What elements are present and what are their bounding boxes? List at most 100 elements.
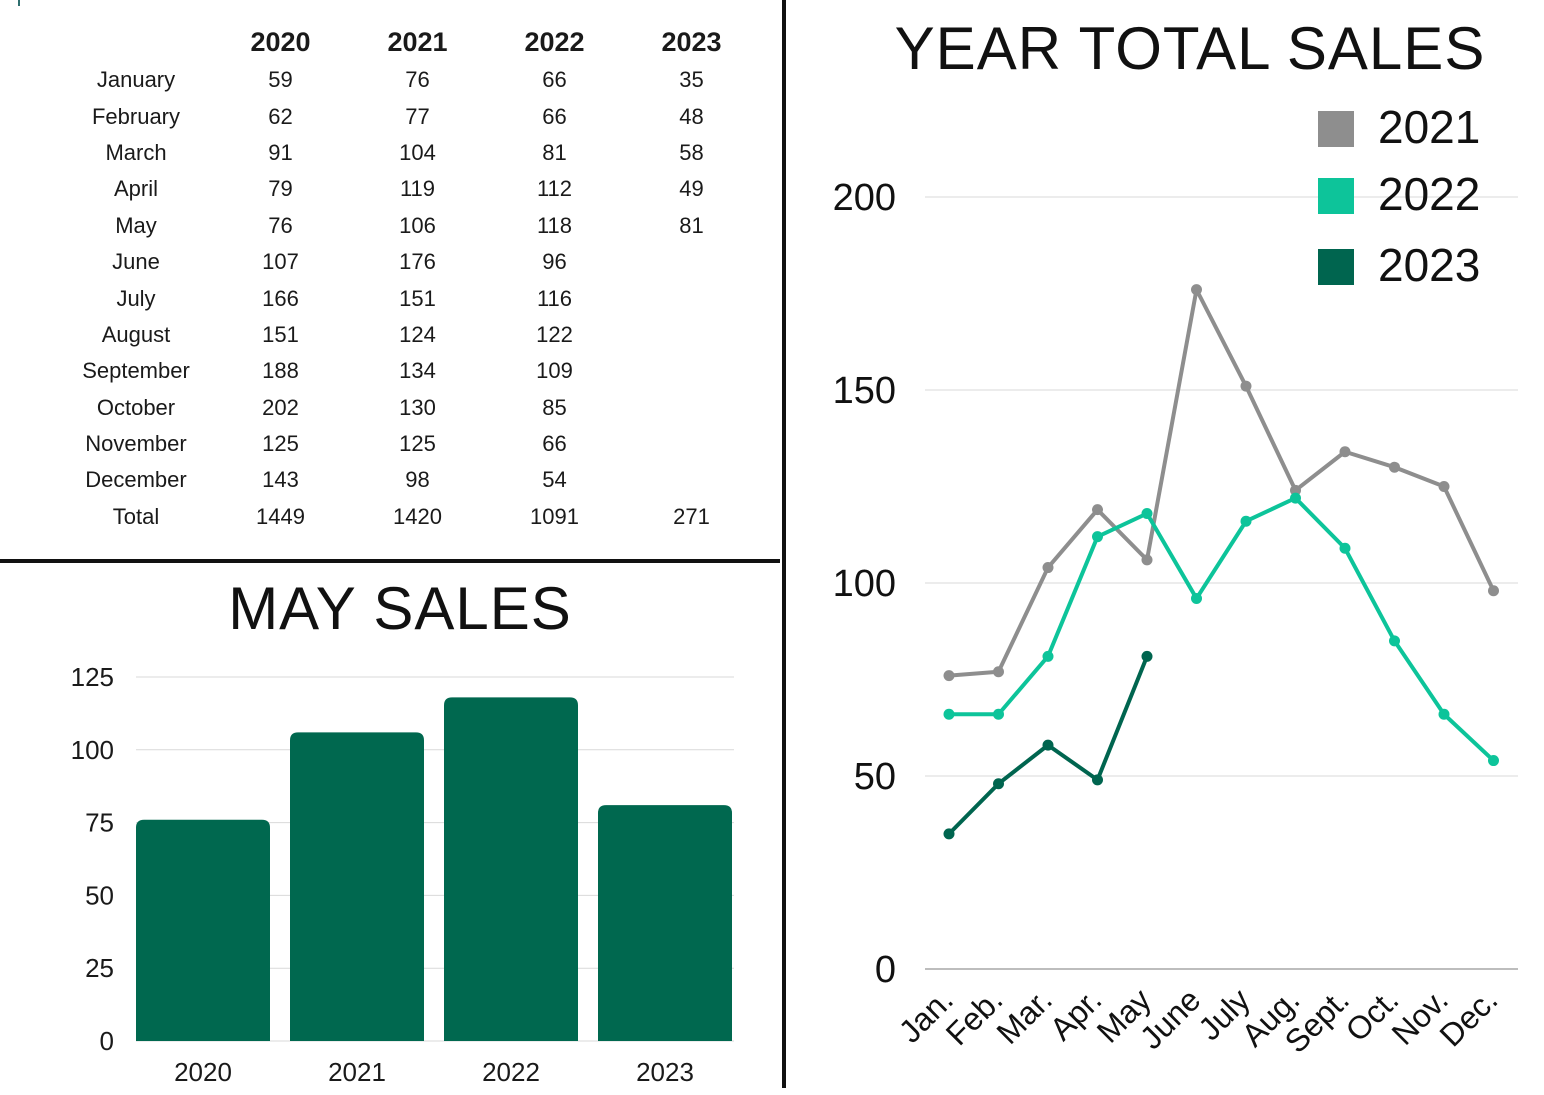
point-2023-Apr. xyxy=(1092,774,1103,786)
bar-2022 xyxy=(444,697,578,1041)
value-cell: 76 xyxy=(268,212,293,238)
table-body: January 59 76 66 35 February 62 77 66 48 March 91 10… xyxy=(60,62,760,535)
bar-x-tick-label: 2020 xyxy=(174,1057,232,1087)
value-cell: 109 xyxy=(536,358,573,384)
corner-tick-mark xyxy=(18,0,20,6)
value-cell: 85 xyxy=(542,394,567,420)
table-row: May 76 106 118 81 xyxy=(60,208,760,244)
month-cell: June xyxy=(112,249,160,275)
value-cell: 118 xyxy=(536,212,573,238)
legend-label-2022: 2022 xyxy=(1378,168,1481,220)
point-2022-Apr. xyxy=(1092,531,1103,543)
table-row: April 79 119 112 49 xyxy=(60,171,760,207)
point-2022-Jan. xyxy=(943,708,955,720)
month-cell: July xyxy=(116,285,156,311)
line-y-tick-label: 0 xyxy=(875,949,896,991)
table-row: March 91 104 81 58 xyxy=(60,135,760,171)
point-2023-Jan. xyxy=(943,828,955,840)
bar-y-tick-label: 50 xyxy=(85,880,114,910)
value-cell: 151 xyxy=(262,321,299,347)
value-cell: 122 xyxy=(536,321,573,347)
value-cell: 76 xyxy=(405,67,430,93)
month-cell: October xyxy=(96,394,176,420)
line-y-tick-label: 150 xyxy=(833,370,896,412)
table-row: September 188 134 109 xyxy=(60,353,760,389)
value-cell: 125 xyxy=(399,431,436,457)
value-cell: 271 xyxy=(673,503,710,529)
month-cell: May xyxy=(115,212,157,238)
point-2021-Nov. xyxy=(1438,481,1450,492)
may-sales-title: MAY SALES xyxy=(228,575,572,642)
month-cell: April xyxy=(113,176,158,202)
table-row: Total 1449 1420 1091 271 xyxy=(60,499,760,535)
value-cell: 66 xyxy=(542,103,567,129)
point-2023-Mar. xyxy=(1042,739,1054,751)
value-cell: 104 xyxy=(399,139,436,165)
value-cell: 124 xyxy=(399,321,436,347)
value-cell: 66 xyxy=(542,67,567,93)
month-cell: September xyxy=(82,358,190,384)
value-cell: 81 xyxy=(542,139,567,165)
header-cell: 2020 xyxy=(250,26,311,57)
legend-label-2021: 2021 xyxy=(1378,101,1481,153)
bar-x-tick-label: 2022 xyxy=(482,1057,540,1087)
value-cell: 49 xyxy=(679,176,704,202)
point-2023-Feb. xyxy=(993,778,1004,790)
table-row: November 125 125 66 xyxy=(60,426,760,462)
point-2022-Oct. xyxy=(1389,635,1400,647)
table-row: January 59 76 66 35 xyxy=(60,62,760,98)
value-cell: 134 xyxy=(399,358,436,384)
value-cell: 77 xyxy=(405,103,430,129)
value-cell: 1091 xyxy=(530,503,579,529)
month-cell: August xyxy=(101,321,171,347)
value-cell: 143 xyxy=(262,467,299,493)
value-cell: 119 xyxy=(399,176,436,202)
value-cell: 176 xyxy=(399,249,436,275)
legend-swatch-2022 xyxy=(1318,178,1354,214)
bar-y-tick-label: 125 xyxy=(71,662,114,692)
value-cell: 35 xyxy=(679,67,704,93)
bar-2020 xyxy=(136,819,270,1041)
line-y-tick-label: 50 xyxy=(854,756,896,798)
point-2023-May xyxy=(1141,650,1153,662)
table-row: October 202 130 85 xyxy=(60,390,760,426)
value-cell: 1449 xyxy=(256,503,305,529)
value-cell: 151 xyxy=(399,285,436,311)
line-y-tick-label: 100 xyxy=(833,563,896,605)
point-2022-Mar. xyxy=(1042,650,1054,662)
table-header-row: 2020 2021 2022 2023 xyxy=(60,22,760,62)
month-cell: February xyxy=(91,103,181,129)
header-cell: 2021 xyxy=(387,26,448,57)
header-cell: 2022 xyxy=(524,26,585,57)
bar-y-tick-label: 25 xyxy=(85,953,114,983)
month-cell: January xyxy=(96,67,176,93)
value-cell: 106 xyxy=(399,212,436,238)
point-2021-Feb. xyxy=(993,666,1004,678)
value-cell: 188 xyxy=(262,358,299,384)
value-cell: 116 xyxy=(536,285,573,311)
line-y-tick-label: 200 xyxy=(833,177,896,219)
series-line-2021 xyxy=(948,287,1496,678)
legend-label-2023: 2023 xyxy=(1378,239,1481,291)
value-cell: 107 xyxy=(262,249,299,275)
point-2021-Oct. xyxy=(1389,461,1400,473)
value-cell: 91 xyxy=(268,139,293,165)
point-2021-Dec. xyxy=(1488,585,1499,597)
point-2021-Sept. xyxy=(1339,446,1351,458)
value-cell: 62 xyxy=(268,103,293,129)
line-x-tick-label: Dec. xyxy=(1432,981,1504,1053)
point-2021-Mar. xyxy=(1042,562,1054,574)
value-cell: 112 xyxy=(536,176,573,202)
point-2022-Sept. xyxy=(1339,542,1351,554)
series-line-2022 xyxy=(949,496,1495,763)
value-cell: 166 xyxy=(262,285,299,311)
bar-y-tick-label: 75 xyxy=(85,808,114,838)
value-cell: 59 xyxy=(268,67,293,93)
point-2021-June xyxy=(1191,284,1202,296)
point-2021-Aug. xyxy=(1290,484,1301,496)
point-2021-Jan. xyxy=(943,670,955,682)
year-total-sales-title: YEAR TOTAL SALES xyxy=(894,15,1486,82)
vertical-divider xyxy=(782,0,786,1088)
bar-2021 xyxy=(290,732,424,1041)
